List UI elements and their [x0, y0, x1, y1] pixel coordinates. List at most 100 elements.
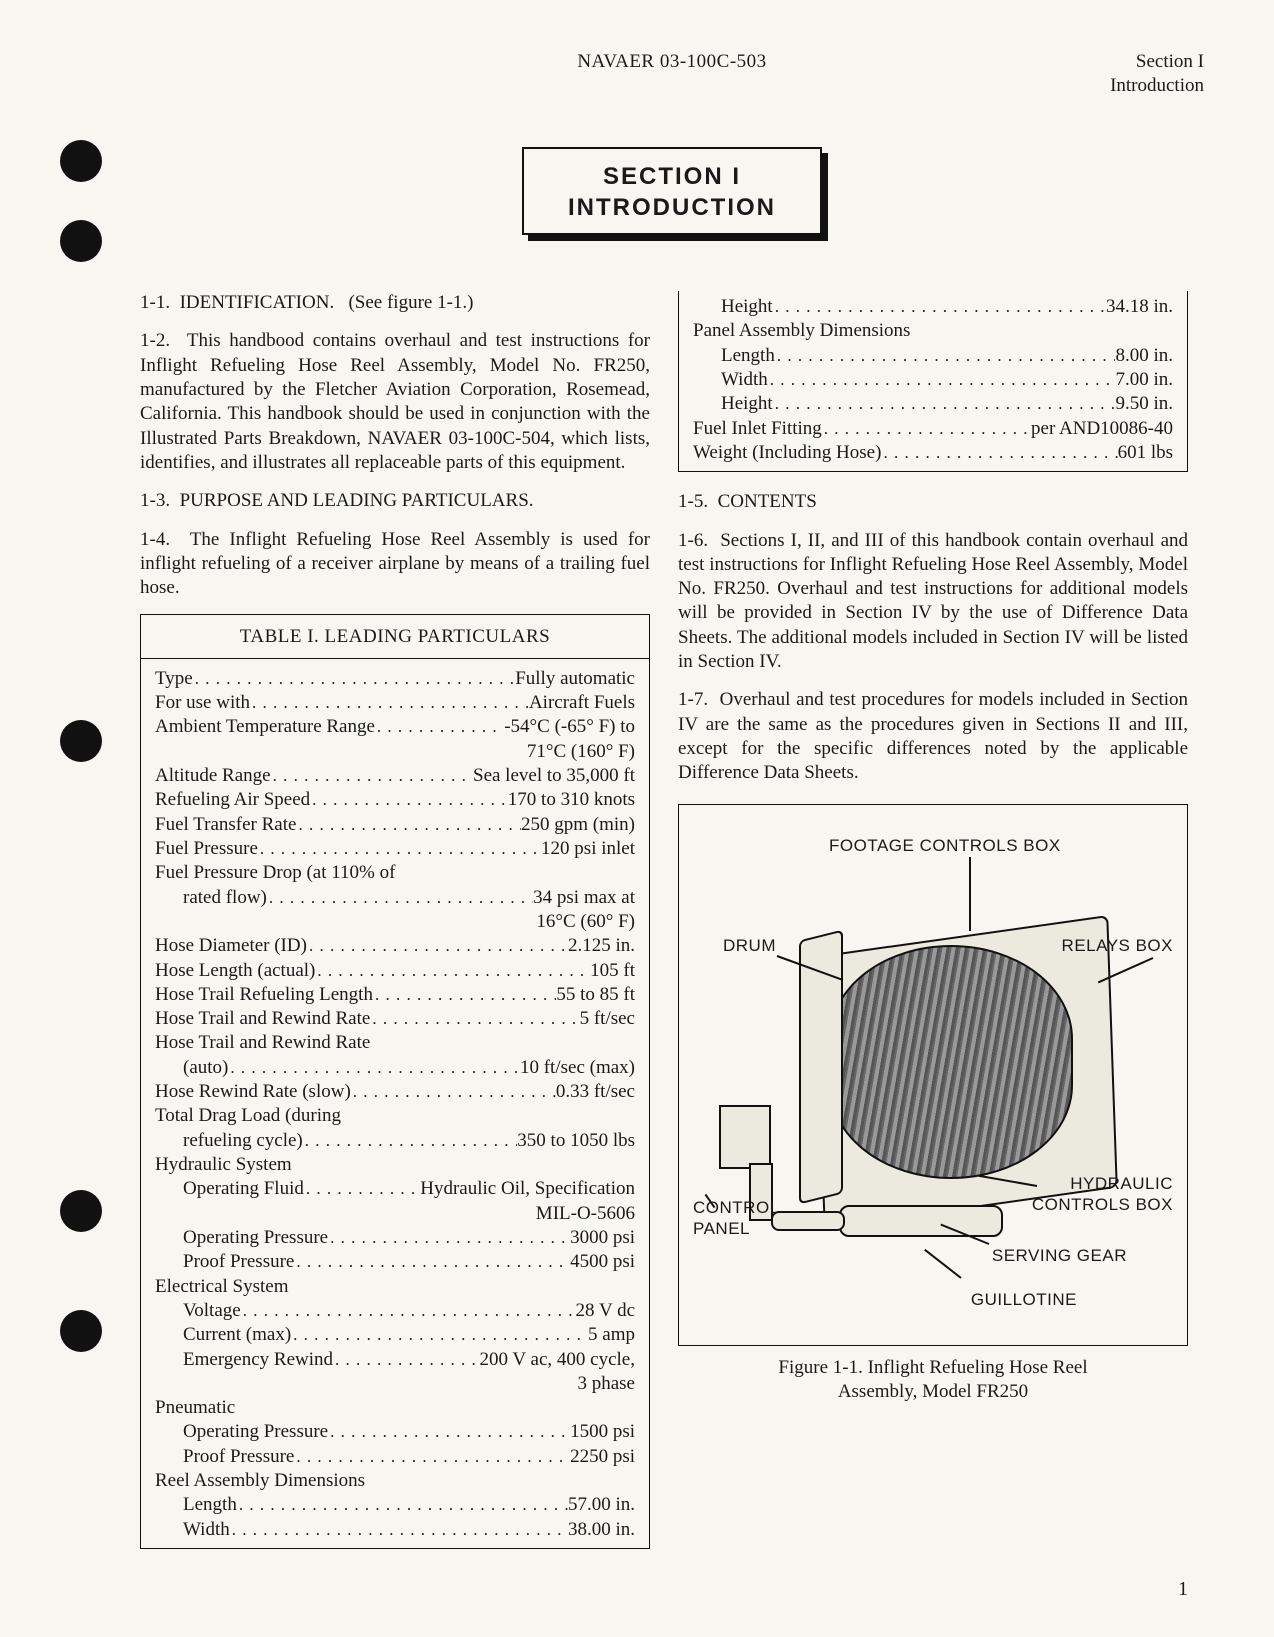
table-row: Reel Assembly Dimensions — [155, 1469, 635, 1493]
table-row: Hose Trail and Rewind Rate5 ft/sec — [155, 1007, 635, 1031]
callout-serving: SERVING GEAR — [992, 1245, 1127, 1267]
left-column: 1-1. IDENTIFICATION. (See figure 1-1.) 1… — [140, 291, 650, 1549]
row-label: Emergency Rewind — [183, 1348, 333, 1372]
row-label: refueling cycle) — [183, 1129, 303, 1153]
figure-1-1: FOOTAGE CONTROLS BOX DRUM RELAYS BOX CON… — [678, 804, 1188, 1346]
drum-illustration — [829, 945, 1073, 1179]
table-row: Fuel Pressure Drop (at 110% of — [155, 861, 635, 885]
table-row: Hose Trail Refueling Length55 to 85 ft — [155, 983, 635, 1007]
row-value: -54°C (-65° F) to — [504, 715, 635, 739]
doc-number: NAVAER 03-100C-503 — [320, 50, 1024, 99]
table-row: Ambient Temperature Range-54°C (-65° F) … — [155, 715, 635, 739]
table-row: Operating Pressure3000 psi — [155, 1226, 635, 1250]
row-value: 8.00 in. — [1115, 344, 1173, 368]
section-banner: SECTION I INTRODUCTION — [140, 147, 1204, 235]
row-label: Operating Fluid — [183, 1177, 304, 1201]
leader-dots — [328, 1421, 570, 1443]
table-row-continuation: MIL-O-5606 — [155, 1202, 635, 1226]
row-label: Hose Rewind Rate (slow) — [155, 1080, 351, 1104]
header-section: Section I — [1024, 50, 1204, 74]
row-label: Fuel Transfer Rate — [155, 813, 296, 837]
row-value: 2250 psi — [570, 1445, 635, 1469]
leader-dots — [296, 814, 521, 836]
leader-dots — [241, 1300, 576, 1322]
callout-guillotine: GUILLOTINE — [971, 1289, 1077, 1311]
table-row: Current (max)5 amp — [155, 1323, 635, 1347]
table-row: Length8.00 in. — [693, 344, 1173, 368]
table-row: Fuel Pressure 120 psi inlet — [155, 837, 635, 861]
leader-dots — [351, 1081, 556, 1103]
row-label: Hose Diameter (ID) — [155, 934, 307, 958]
para-1-3: 1-3. PURPOSE AND LEADING PARTICULARS. — [140, 489, 650, 513]
row-label: Width — [183, 1518, 230, 1542]
right-column: Height34.18 in.Panel Assembly Dimensions… — [678, 291, 1188, 1549]
row-value: 34 psi max at — [533, 886, 635, 910]
row-label: Length — [183, 1493, 237, 1517]
callout-drum: DRUM — [723, 935, 776, 957]
para-1-7: 1-7. Overhaul and test procedures for mo… — [678, 688, 1188, 785]
table-row: Fuel Transfer Rate250 gpm (min) — [155, 813, 635, 837]
row-value: 7.00 in. — [1115, 368, 1173, 392]
table-row: Weight (Including Hose)601 lbs — [693, 441, 1173, 465]
row-value: 120 psi inlet — [541, 837, 635, 861]
row-value: Hydraulic Oil, Specification — [420, 1177, 635, 1201]
punch-hole — [60, 1310, 102, 1352]
table-row: Total Drag Load (during — [155, 1104, 635, 1128]
row-value: 5 ft/sec — [580, 1007, 635, 1031]
table-row: Panel Assembly Dimensions — [693, 319, 1173, 343]
row-value: 601 lbs — [1118, 441, 1173, 465]
table-row: Height9.50 in. — [693, 392, 1173, 416]
table-row-continuation: 3 phase — [155, 1372, 635, 1396]
leading-particulars-table: TABLE I. LEADING PARTICULARS TypeFully a… — [140, 614, 650, 1549]
row-value: 0.33 ft/sec — [556, 1080, 635, 1104]
table-row: Electrical System — [155, 1275, 635, 1299]
leader-dots — [310, 789, 508, 811]
table-row: Length57.00 in. — [155, 1493, 635, 1517]
leader-dots — [328, 1227, 570, 1249]
row-label: Width — [721, 368, 768, 392]
row-value: 4500 psi — [570, 1250, 635, 1274]
table-row: TypeFully automatic — [155, 667, 635, 691]
control-panel-box — [719, 1105, 771, 1169]
row-value: 38.00 in. — [568, 1518, 635, 1542]
table-row: Refueling Air Speed 170 to 310 knots — [155, 788, 635, 812]
callout-footage: FOOTAGE CONTROLS BOX — [829, 835, 1061, 857]
para-1-4: 1-4. The Inflight Refueling Hose Reel As… — [140, 528, 650, 601]
table-row: Hydraulic System — [155, 1153, 635, 1177]
leader-dots — [230, 1519, 568, 1541]
leader-dots — [250, 692, 529, 714]
table-row: Height34.18 in. — [693, 295, 1173, 319]
leader-dots — [333, 1349, 479, 1371]
leader-dots — [304, 1178, 420, 1200]
row-value: 2.125 in. — [568, 934, 635, 958]
table-body: TypeFully automaticFor use withAircraft … — [141, 659, 649, 1542]
row-label: Operating Pressure — [183, 1420, 328, 1444]
serving-gear-nose — [771, 1211, 845, 1231]
table-row: Fuel Inlet Fittingper AND10086-40 — [693, 417, 1173, 441]
row-value: per AND10086-40 — [1031, 417, 1173, 441]
row-label: Proof Pressure — [183, 1250, 294, 1274]
banner-line2: INTRODUCTION — [568, 192, 776, 223]
row-label: Current (max) — [183, 1323, 291, 1347]
leader-dots — [768, 369, 1116, 391]
row-value: 9.50 in. — [1115, 392, 1173, 416]
callout-control-panel: CONTROL PANEL — [693, 1197, 780, 1241]
row-label: Refueling Air Speed — [155, 788, 310, 812]
table-row: Hose Diameter (ID) 2.125 in. — [155, 934, 635, 958]
leader-dots — [773, 393, 1116, 415]
page: NAVAER 03-100C-503 Section I Introductio… — [0, 0, 1274, 1637]
table-row: (auto)10 ft/sec (max) — [155, 1056, 635, 1080]
leader-dots — [373, 984, 556, 1006]
table-row: Width 7.00 in. — [693, 368, 1173, 392]
row-value: 28 V dc — [576, 1299, 635, 1323]
leader-dots — [375, 716, 504, 738]
columns: 1-1. IDENTIFICATION. (See figure 1-1.) 1… — [140, 291, 1204, 1549]
row-value: 200 V ac, 400 cycle, — [480, 1348, 635, 1372]
row-label: Fuel Pressure — [155, 837, 258, 861]
row-label: Hose Trail Refueling Length — [155, 983, 373, 1007]
leader-dots — [228, 1057, 520, 1079]
row-label: Type — [155, 667, 193, 691]
row-value: 170 to 310 knots — [508, 788, 635, 812]
leader-dots — [881, 442, 1117, 464]
leader-dots — [773, 296, 1106, 318]
